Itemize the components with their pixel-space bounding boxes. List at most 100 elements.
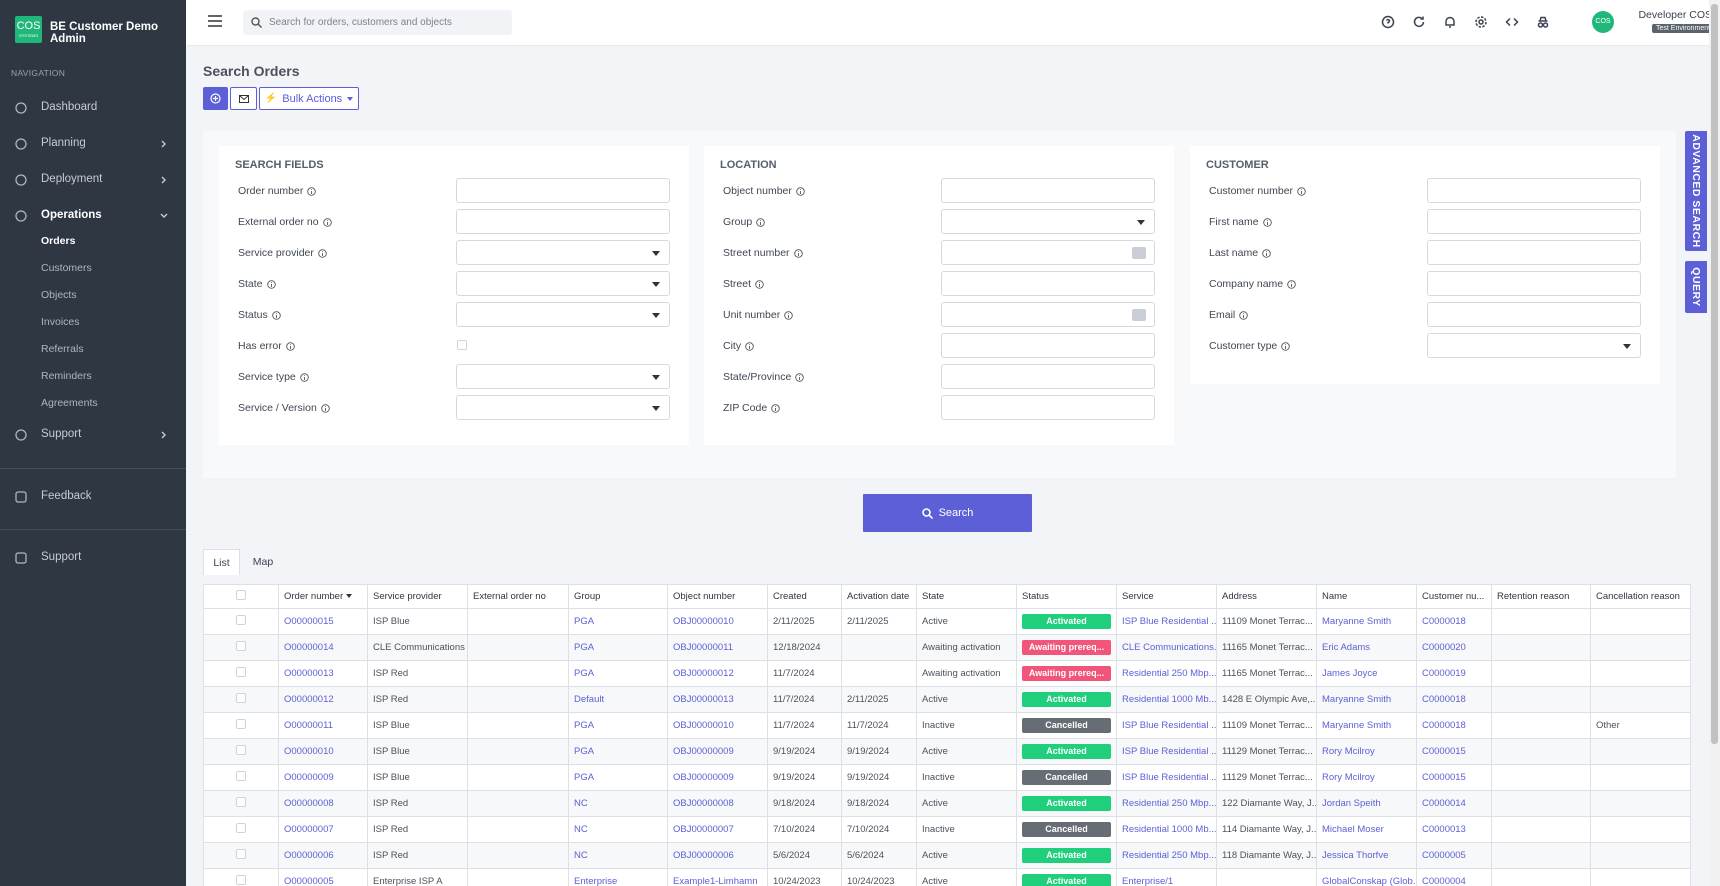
- order-row[interactable]: O00000010 ISP Blue PGA OBJ00000009 9/19/2024…: [203, 738, 1691, 765]
- cell-link[interactable]: Residential 1000 Mb...: [1122, 824, 1217, 835]
- text-input[interactable]: [941, 333, 1155, 358]
- order-row[interactable]: O00000011 ISP Blue PGA OBJ00000010 11/7/2024…: [203, 712, 1691, 739]
- column-header[interactable]: External order no: [467, 584, 569, 609]
- cell-link[interactable]: C0000018: [1422, 616, 1466, 627]
- cell-link[interactable]: Rory Mcilroy: [1322, 772, 1375, 783]
- column-header[interactable]: Service provider: [367, 584, 468, 609]
- select-input[interactable]: [1427, 333, 1641, 358]
- row-checkbox[interactable]: [236, 667, 246, 677]
- cell-link[interactable]: OBJ00000013: [673, 694, 734, 705]
- cell-link[interactable]: C0000014: [1422, 798, 1466, 809]
- column-header[interactable]: Created: [767, 584, 842, 609]
- cell-link[interactable]: Maryanne Smith: [1322, 720, 1392, 731]
- cell-link[interactable]: Maryanne Smith: [1322, 694, 1392, 705]
- menu-toggle[interactable]: [208, 15, 222, 27]
- cell-link[interactable]: C0000018: [1422, 694, 1466, 705]
- select-input[interactable]: [456, 240, 670, 265]
- nav-subitem[interactable]: Orders: [41, 235, 76, 247]
- cell-link[interactable]: ISP Blue Residential ...: [1122, 616, 1217, 627]
- order-row[interactable]: O00000012 ISP Red Default OBJ00000013 11/7/2…: [203, 686, 1691, 713]
- cell-link[interactable]: O00000007: [284, 824, 334, 835]
- text-input[interactable]: [456, 178, 670, 203]
- cell-link[interactable]: Example1-Limhamn: [673, 876, 758, 886]
- text-input[interactable]: [1427, 271, 1641, 296]
- bulk-actions-button[interactable]: ⚡ Bulk Actions: [259, 87, 359, 110]
- cell-link[interactable]: OBJ00000010: [673, 616, 734, 627]
- order-row[interactable]: O00000014 CLE Communications PGA OBJ0000001…: [203, 634, 1691, 661]
- column-header[interactable]: Service: [1116, 584, 1217, 609]
- cell-link[interactable]: O00000009: [284, 772, 334, 783]
- cell-link[interactable]: O00000011: [284, 720, 333, 731]
- picker-input[interactable]: [941, 302, 1155, 327]
- order-row[interactable]: O00000007 ISP Red NC OBJ00000007 7/10/2024 7/…: [203, 816, 1691, 843]
- nav-subitem[interactable]: Customers: [41, 262, 92, 274]
- view-tab[interactable]: Map: [252, 556, 274, 568]
- toolbar-button[interactable]: [1412, 15, 1426, 29]
- checkbox[interactable]: [457, 340, 467, 350]
- row-checkbox[interactable]: [236, 771, 246, 781]
- cell-link[interactable]: Eric Adams: [1322, 642, 1371, 653]
- nav-item[interactable]: Dashboard: [0, 97, 186, 119]
- select-all-checkbox[interactable]: [236, 590, 246, 600]
- row-checkbox[interactable]: [236, 719, 246, 729]
- nav-subitem[interactable]: Reminders: [41, 370, 92, 382]
- order-row[interactable]: O00000009 ISP Blue PGA OBJ00000009 9/19/2024…: [203, 764, 1691, 791]
- select-input[interactable]: [456, 395, 670, 420]
- toolbar-button[interactable]: [1505, 15, 1519, 29]
- select-input[interactable]: [456, 271, 670, 296]
- cell-link[interactable]: Enterprise: [574, 876, 618, 886]
- text-input[interactable]: [941, 395, 1155, 420]
- cell-link[interactable]: OBJ00000009: [673, 772, 734, 783]
- column-header[interactable]: State: [916, 584, 1017, 609]
- cell-link[interactable]: C0000018: [1422, 720, 1466, 731]
- select-input[interactable]: [456, 364, 670, 389]
- column-header[interactable]: Retention reason: [1491, 584, 1591, 609]
- column-header[interactable]: Group: [568, 584, 668, 609]
- column-header[interactable]: Object number: [667, 584, 768, 609]
- cell-link[interactable]: O00000012: [284, 694, 334, 705]
- cell-link[interactable]: OBJ00000006: [673, 850, 734, 861]
- cell-link[interactable]: James Joyce: [1322, 668, 1378, 679]
- row-checkbox[interactable]: [236, 615, 246, 625]
- cell-link[interactable]: O00000005: [284, 876, 334, 886]
- text-input[interactable]: [941, 271, 1155, 296]
- picker-input[interactable]: [941, 240, 1155, 265]
- cell-link[interactable]: C0000015: [1422, 746, 1466, 757]
- cell-link[interactable]: C0000013: [1422, 824, 1466, 835]
- cell-link[interactable]: PGA: [574, 642, 595, 653]
- cell-link[interactable]: C0000004: [1422, 876, 1466, 886]
- search-button[interactable]: Search: [863, 494, 1032, 532]
- select-input[interactable]: [941, 209, 1155, 234]
- order-row[interactable]: O00000013 ISP Red PGA OBJ00000012 11/7/2024 A…: [203, 660, 1691, 687]
- footer-item[interactable]: Support: [0, 547, 186, 569]
- cell-link[interactable]: Rory Mcilroy: [1322, 746, 1375, 757]
- picker-button[interactable]: [1132, 247, 1146, 259]
- cell-link[interactable]: ISP Blue Residential ...: [1122, 772, 1217, 783]
- text-input[interactable]: [1427, 209, 1641, 234]
- cell-link[interactable]: Residential 1000 Mb...: [1122, 694, 1217, 705]
- text-input[interactable]: [1427, 240, 1641, 265]
- nav-subitem[interactable]: Objects: [41, 289, 77, 301]
- cell-link[interactable]: C0000015: [1422, 772, 1466, 783]
- cell-link[interactable]: OBJ00000010: [673, 720, 734, 731]
- toolbar-button[interactable]: [1474, 15, 1488, 29]
- cell-link[interactable]: C0000005: [1422, 850, 1466, 861]
- cell-link[interactable]: NC: [574, 824, 588, 835]
- text-input[interactable]: [1427, 178, 1641, 203]
- text-input[interactable]: [1427, 302, 1641, 327]
- cell-link[interactable]: ISP Blue Residential ...: [1122, 720, 1217, 731]
- cell-link[interactable]: Jordan Speith: [1322, 798, 1381, 809]
- cell-link[interactable]: OBJ00000009: [673, 746, 734, 757]
- cell-link[interactable]: Residential 250 Mbp...: [1122, 850, 1217, 861]
- footer-item[interactable]: Feedback: [0, 486, 186, 508]
- cell-link[interactable]: OBJ00000011: [673, 642, 734, 653]
- toolbar-button[interactable]: [1536, 15, 1550, 29]
- cell-link[interactable]: O00000013: [284, 668, 334, 679]
- row-checkbox[interactable]: [236, 849, 246, 859]
- column-header[interactable]: Order number: [278, 584, 368, 609]
- column-header[interactable]: Activation date: [841, 584, 917, 609]
- picker-button[interactable]: [1132, 309, 1146, 321]
- row-checkbox[interactable]: [236, 823, 246, 833]
- order-row[interactable]: O00000008 ISP Red NC OBJ00000008 9/18/2024 9/…: [203, 790, 1691, 817]
- text-input[interactable]: [941, 178, 1155, 203]
